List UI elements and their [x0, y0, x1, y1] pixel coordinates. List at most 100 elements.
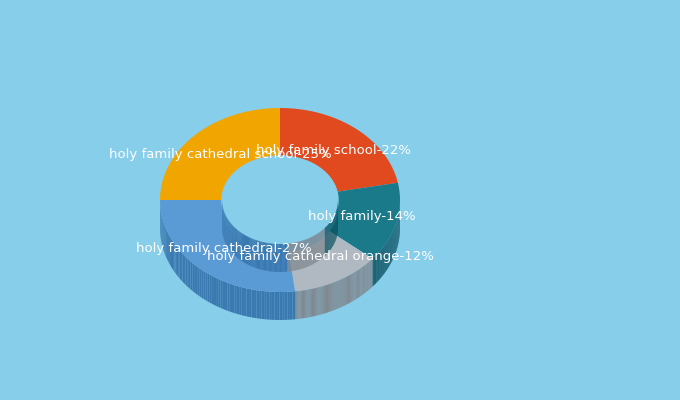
Polygon shape: [366, 264, 367, 292]
Polygon shape: [323, 286, 324, 314]
Polygon shape: [240, 232, 241, 261]
Polygon shape: [373, 257, 374, 286]
Polygon shape: [374, 256, 375, 285]
Polygon shape: [235, 228, 236, 257]
Polygon shape: [262, 291, 265, 319]
Polygon shape: [353, 273, 354, 301]
Polygon shape: [252, 239, 254, 267]
Polygon shape: [249, 237, 250, 266]
Polygon shape: [285, 292, 288, 320]
Polygon shape: [312, 288, 313, 317]
Polygon shape: [241, 233, 243, 242]
Polygon shape: [272, 244, 274, 252]
Polygon shape: [166, 229, 167, 259]
Text: holy family cathedral school-25%: holy family cathedral school-25%: [109, 148, 332, 161]
Polygon shape: [164, 224, 165, 253]
Polygon shape: [233, 226, 234, 235]
Polygon shape: [275, 292, 277, 320]
Polygon shape: [318, 232, 320, 242]
Polygon shape: [250, 238, 252, 247]
Polygon shape: [359, 269, 360, 297]
Polygon shape: [280, 108, 398, 192]
Polygon shape: [269, 243, 270, 271]
Polygon shape: [237, 230, 239, 259]
Polygon shape: [277, 244, 279, 252]
Polygon shape: [279, 244, 282, 252]
Polygon shape: [277, 244, 279, 272]
Polygon shape: [356, 270, 357, 299]
Polygon shape: [288, 292, 290, 320]
Polygon shape: [311, 236, 312, 246]
Polygon shape: [240, 232, 241, 241]
Polygon shape: [287, 228, 373, 291]
Polygon shape: [194, 264, 196, 294]
Polygon shape: [223, 281, 225, 310]
Polygon shape: [318, 287, 320, 315]
Polygon shape: [253, 239, 255, 248]
Polygon shape: [267, 243, 269, 252]
Polygon shape: [247, 236, 248, 265]
Polygon shape: [290, 292, 292, 320]
Polygon shape: [367, 263, 368, 291]
Polygon shape: [350, 274, 351, 303]
Polygon shape: [252, 238, 253, 247]
Polygon shape: [271, 243, 272, 252]
Polygon shape: [346, 276, 347, 305]
Polygon shape: [326, 285, 327, 313]
Polygon shape: [247, 288, 249, 317]
Polygon shape: [313, 288, 314, 316]
Polygon shape: [237, 230, 239, 239]
Polygon shape: [275, 244, 276, 272]
Polygon shape: [312, 236, 314, 245]
Polygon shape: [174, 244, 175, 273]
Polygon shape: [281, 244, 282, 272]
Polygon shape: [225, 282, 227, 311]
Polygon shape: [274, 244, 276, 252]
Polygon shape: [245, 235, 247, 244]
Polygon shape: [335, 281, 337, 310]
Polygon shape: [257, 240, 258, 269]
Polygon shape: [340, 279, 341, 308]
Polygon shape: [362, 266, 363, 295]
Polygon shape: [168, 233, 169, 263]
Polygon shape: [227, 283, 230, 312]
Polygon shape: [255, 240, 256, 249]
Polygon shape: [376, 255, 377, 284]
Polygon shape: [177, 247, 178, 277]
Polygon shape: [282, 244, 283, 252]
Polygon shape: [265, 242, 267, 251]
Polygon shape: [216, 278, 218, 307]
Polygon shape: [252, 289, 254, 318]
Polygon shape: [292, 243, 294, 252]
Polygon shape: [196, 266, 198, 295]
Polygon shape: [262, 242, 264, 270]
Polygon shape: [259, 241, 260, 269]
Polygon shape: [245, 235, 246, 264]
Polygon shape: [265, 291, 267, 320]
Polygon shape: [344, 277, 345, 306]
Polygon shape: [220, 280, 223, 309]
Polygon shape: [247, 236, 248, 245]
Polygon shape: [301, 240, 303, 250]
Polygon shape: [322, 229, 324, 239]
Polygon shape: [171, 238, 172, 268]
Polygon shape: [311, 289, 312, 317]
Polygon shape: [322, 286, 323, 314]
Polygon shape: [277, 292, 279, 320]
Polygon shape: [201, 270, 203, 299]
Polygon shape: [375, 256, 376, 284]
Polygon shape: [283, 244, 285, 252]
Polygon shape: [381, 249, 382, 278]
Polygon shape: [316, 288, 318, 316]
Polygon shape: [348, 275, 349, 304]
Polygon shape: [333, 282, 335, 310]
Polygon shape: [349, 275, 350, 303]
Polygon shape: [305, 239, 306, 248]
Polygon shape: [175, 245, 177, 275]
Polygon shape: [347, 276, 348, 304]
Polygon shape: [234, 226, 235, 236]
Polygon shape: [309, 237, 311, 246]
Polygon shape: [236, 229, 237, 238]
Polygon shape: [299, 241, 301, 250]
Polygon shape: [250, 238, 251, 266]
